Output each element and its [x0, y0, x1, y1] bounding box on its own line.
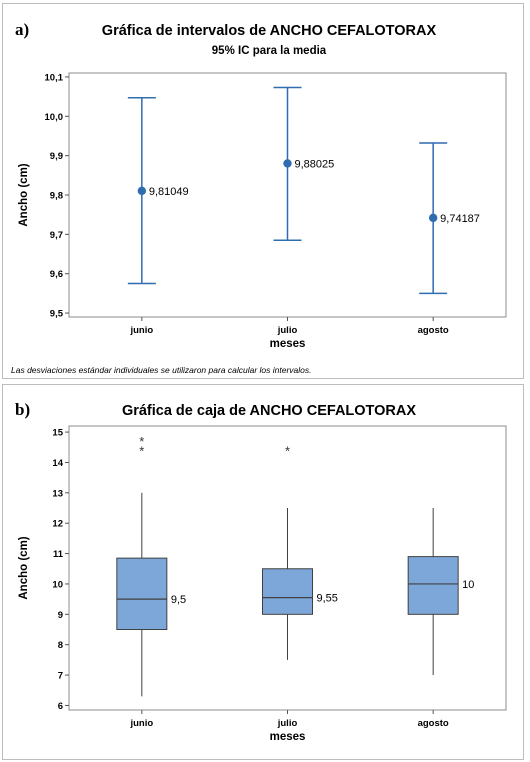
panel-letter-b: b)	[15, 400, 30, 419]
interval-plot: a) Gráfica de intervalos de ANCHO CEFALO…	[11, 20, 507, 375]
mean-label: 9,74187	[440, 213, 480, 225]
y-tick-label: 9,8	[50, 191, 63, 202]
mean-point	[283, 159, 292, 168]
panel-letter-a: a)	[15, 20, 29, 39]
y-tick-label: 10,0	[45, 112, 64, 123]
y-axis-label: Ancho (cm)	[18, 536, 30, 599]
iqr-box	[407, 556, 459, 615]
x-tick-label: julio	[277, 325, 298, 336]
y-tick-label: 12	[52, 519, 63, 530]
x-tick-label: agosto	[418, 325, 449, 336]
iqr-box	[116, 557, 168, 631]
y-tick-label: 14	[52, 458, 63, 469]
footnote: Las desviaciones estándar individuales s…	[11, 365, 312, 375]
y-tick-label: 9,7	[50, 230, 63, 241]
y-tick-label: 9	[58, 610, 63, 621]
y-tick-label: 7	[58, 671, 63, 682]
median-label: 9,55	[317, 593, 338, 605]
median-label: 9,5	[171, 594, 186, 606]
outlier-marker: *	[139, 443, 144, 458]
mean-label: 9,88025	[295, 158, 335, 170]
outlier-marker: *	[139, 434, 144, 449]
x-axis-label: meses	[270, 338, 306, 350]
chart-title: Gráfica de caja de ANCHO CEFALOTORAX	[122, 403, 416, 419]
y-tick-label: 10,1	[45, 72, 64, 83]
y-tick-label: 9,6	[50, 269, 63, 280]
y-tick-label: 10	[52, 579, 63, 590]
chart-title: Gráfica de intervalos de ANCHO CEFALOTOR…	[102, 23, 437, 39]
y-tick-label: 11	[53, 549, 64, 560]
y-tick-label: 13	[52, 488, 63, 499]
box-plot: b) Gráfica de caja de ANCHO CEFALOTORAX …	[15, 400, 507, 743]
median-label: 10	[462, 579, 474, 591]
y-tick-label: 6	[58, 701, 63, 712]
x-tick-label: agosto	[418, 718, 449, 729]
chart-subtitle: 95% IC para la media	[212, 45, 327, 57]
x-tick-label: julio	[277, 718, 298, 729]
y-tick-label: 9,5	[50, 309, 64, 320]
mean-point	[428, 213, 438, 223]
x-axis-label: meses	[270, 731, 306, 743]
iqr-box	[262, 568, 313, 615]
mean-label: 9,81049	[149, 186, 189, 198]
y-axis-label: Ancho (cm)	[18, 163, 30, 226]
y-tick-label: 15	[52, 428, 63, 439]
y-tick-label: 9,9	[50, 151, 63, 162]
x-tick-label: junio	[129, 718, 153, 729]
interval-plot-panel: a) Gráfica de intervalos de ANCHO CEFALO…	[2, 3, 524, 379]
mean-point	[137, 186, 147, 196]
y-tick-label: 8	[58, 640, 63, 651]
box-plot-panel: b) Gráfica de caja de ANCHO CEFALOTORAX …	[2, 384, 524, 760]
outlier-marker: *	[285, 443, 290, 458]
x-tick-label: junio	[129, 325, 153, 336]
